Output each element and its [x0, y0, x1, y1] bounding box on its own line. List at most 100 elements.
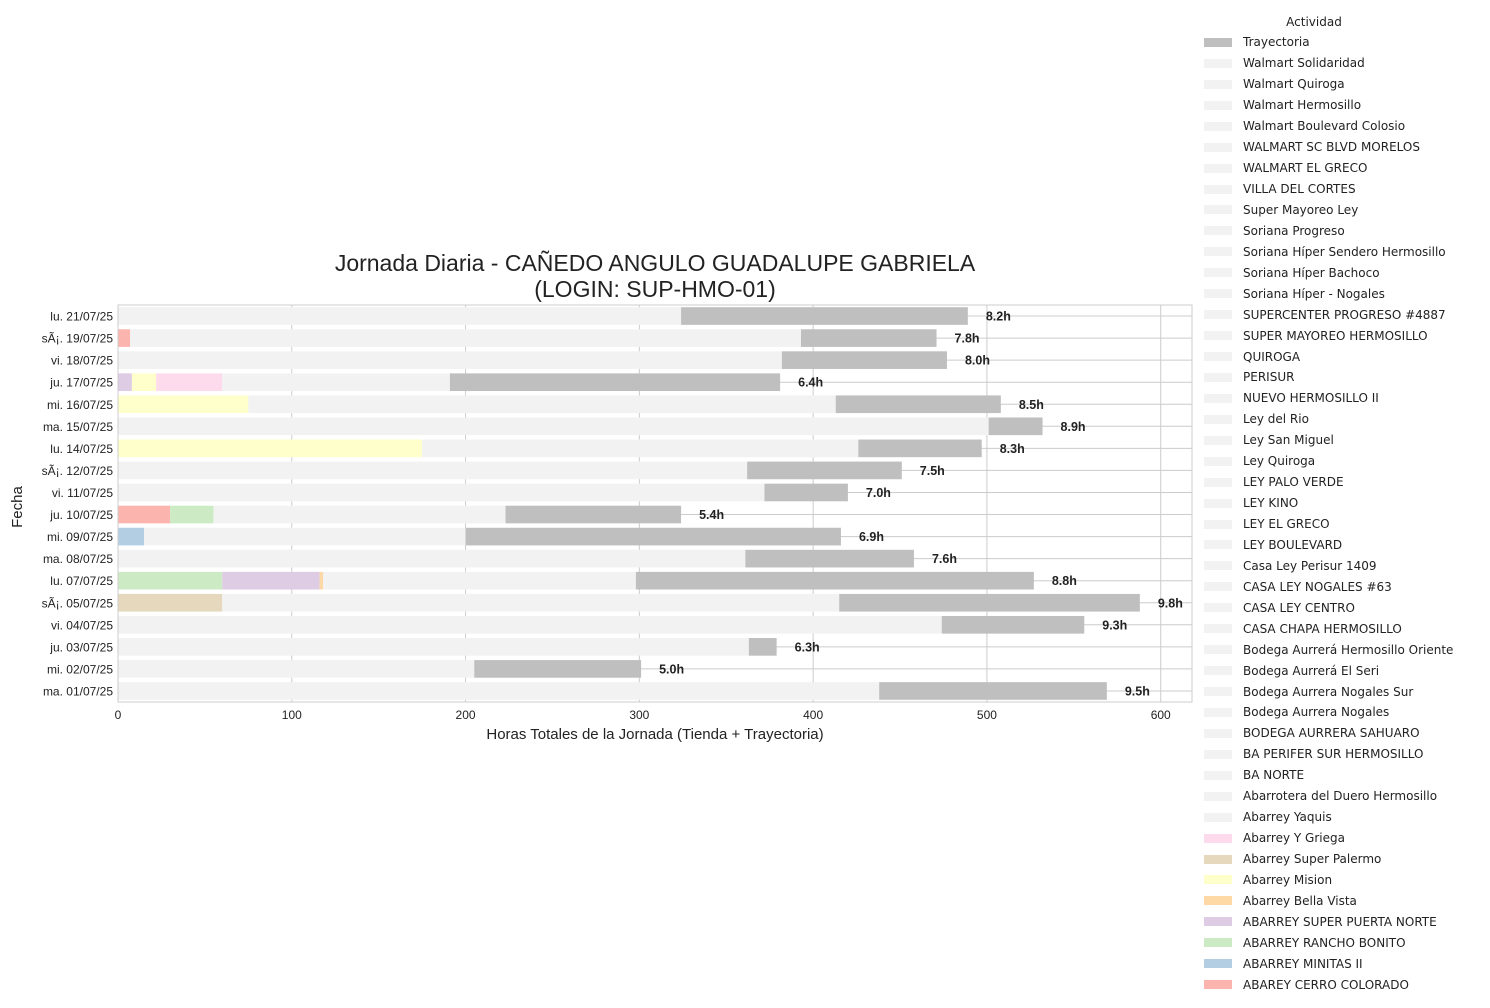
legend-swatch	[1204, 624, 1232, 634]
legend-label: Abarrey Bella Vista	[1243, 893, 1357, 908]
legend-swatch	[1204, 896, 1232, 906]
legend-label: Super Mayoreo Ley	[1243, 202, 1359, 217]
legend-item: SUPER MAYOREO HERMOSILLO	[1196, 325, 1486, 346]
legend-item: LEY EL GRECO	[1196, 514, 1486, 535]
bar-segment	[118, 571, 223, 590]
legend-label: LEY PALO VERDE	[1243, 475, 1344, 490]
legend-item: CASA LEY CENTRO	[1196, 597, 1486, 618]
legend-item: Bodega Aurrerá Hermosillo Oriente	[1196, 639, 1486, 660]
plot-area	[118, 305, 1192, 702]
legend-item: Walmart Solidaridad	[1196, 53, 1486, 74]
legend-label: BODEGA AURRERA SAHUARO	[1243, 726, 1420, 741]
legend-item: LEY PALO VERDE	[1196, 472, 1486, 493]
legend-swatch	[1204, 498, 1232, 508]
legend-title: Actividad	[1286, 15, 1342, 29]
legend-swatch	[1204, 519, 1232, 529]
x-tick-labels: 0 100 200 300 400 500 600	[115, 708, 1171, 722]
legend-swatch	[1204, 331, 1232, 341]
bar-segment	[118, 395, 249, 414]
legend-item: Soriana Híper Bachoco	[1196, 262, 1486, 283]
legend-label: LEY EL GRECO	[1243, 517, 1330, 532]
total-label: 9.8h	[1158, 596, 1183, 610]
legend-label: WALMART SC BLVD MORELOS	[1243, 140, 1420, 155]
legend-swatch	[1204, 142, 1232, 152]
legend-label: ABARREY SUPER PUERTA NORTE	[1243, 914, 1437, 929]
total-label: 5.0h	[659, 662, 684, 676]
legend-item: BODEGA AURRERA SAHUARO	[1196, 723, 1486, 744]
legend-swatch	[1204, 707, 1232, 717]
legend-swatch	[1204, 791, 1232, 801]
legend-item: NUEVO HERMOSILLO II	[1196, 388, 1486, 409]
legend-label: NUEVO HERMOSILLO II	[1243, 391, 1379, 406]
legend-swatch	[1204, 561, 1232, 571]
bar-segment	[839, 593, 1140, 612]
bar-segment	[118, 483, 765, 502]
legend-item: QUIROGA	[1196, 346, 1486, 367]
x-tick-label: 400	[803, 708, 823, 722]
legend-swatch	[1204, 917, 1232, 927]
bar-segment	[118, 549, 746, 568]
bar-segment	[118, 307, 682, 325]
legend-label: VILLA DEL CORTES	[1243, 182, 1356, 197]
legend-item: Casa Ley Perisur 1409	[1196, 555, 1486, 576]
legend-item: CASA LEY NOGALES #63	[1196, 576, 1486, 597]
total-label: 8.0h	[965, 354, 990, 368]
bar-segment	[213, 505, 506, 524]
legend-swatch	[1204, 770, 1232, 780]
y-tick-label: vi. 04/07/25	[51, 618, 113, 632]
legend-swatch	[1204, 687, 1232, 697]
y-tick-label: mi. 09/07/25	[47, 530, 113, 544]
legend-label: Bodega Aurrera Nogales Sur	[1243, 684, 1414, 699]
legend-swatch	[1204, 79, 1232, 89]
y-tick-label: ju. 10/07/25	[49, 508, 113, 522]
legend-label: Ley Quiroga	[1243, 454, 1316, 469]
legend-item: Soriana Híper - Nogales	[1196, 283, 1486, 304]
bar-segment	[118, 439, 423, 458]
legend-label: Walmart Quiroga	[1243, 77, 1345, 92]
total-label: 9.3h	[1102, 618, 1127, 632]
legend-item: Soriana Progreso	[1196, 220, 1486, 241]
legend-swatch	[1204, 477, 1232, 487]
y-tick-label: ju. 03/07/25	[49, 640, 113, 654]
bar-segment	[118, 505, 171, 524]
legend-item: Bodega Aurrera Nogales Sur	[1196, 681, 1486, 702]
legend-item: Abarrey Mision	[1196, 870, 1486, 891]
legend-swatch	[1204, 980, 1232, 990]
chart-title-line2: (LOGIN: SUP-HMO-01)	[534, 276, 776, 302]
legend-item: ABARREY RANCHO BONITO	[1196, 932, 1486, 953]
legend-label: Abarrey Yaquis	[1243, 810, 1332, 825]
legend-swatch	[1204, 393, 1232, 403]
legend-label: QUIROGA	[1243, 349, 1301, 364]
legend-swatch	[1204, 645, 1232, 655]
y-tick-label: lu. 21/07/25	[50, 310, 113, 324]
bar-segment	[118, 461, 748, 480]
legend-item: ABARREY MINITAS II	[1196, 953, 1486, 974]
legend-swatch	[1204, 749, 1232, 759]
y-tick-label: ma. 15/07/25	[43, 420, 113, 434]
legend-label: Walmart Boulevard Colosio	[1243, 119, 1406, 134]
total-label: 8.5h	[1019, 398, 1044, 412]
legend-label: Bodega Aurrerá El Seri	[1243, 663, 1380, 678]
legend-swatch	[1204, 100, 1232, 110]
bar-segments	[118, 307, 1140, 700]
legend-item: Abarrey Y Griega	[1196, 828, 1486, 849]
legend-swatch	[1204, 121, 1232, 131]
legend-item: Super Mayoreo Ley	[1196, 200, 1486, 221]
total-label: 6.3h	[795, 640, 820, 654]
bar-segment	[835, 395, 1001, 414]
bar-segment	[449, 373, 781, 392]
legend-item: Soriana Híper Sendero Hermosillo	[1196, 241, 1486, 262]
legend-swatch	[1204, 854, 1232, 864]
legend-label: SUPER MAYOREO HERMOSILLO	[1243, 328, 1428, 343]
bar-segment	[156, 373, 223, 392]
bar-segment	[118, 329, 131, 347]
y-tick-label: mi. 02/07/25	[47, 662, 113, 676]
bar-segment	[118, 373, 132, 392]
bar-segment	[118, 527, 145, 546]
legend-label: ABARREY RANCHO BONITO	[1243, 935, 1406, 950]
total-labels: 8.2h 7.8h 8.0h 6.4h 8.5h 8.9h 8.3h 7.5h 7.0h 5.4h…	[659, 310, 1183, 699]
legend-swatch	[1204, 666, 1232, 676]
bar-segment	[319, 571, 324, 590]
y-tick-label: vi. 18/07/25	[51, 354, 113, 368]
legend-swatch	[1204, 310, 1232, 320]
